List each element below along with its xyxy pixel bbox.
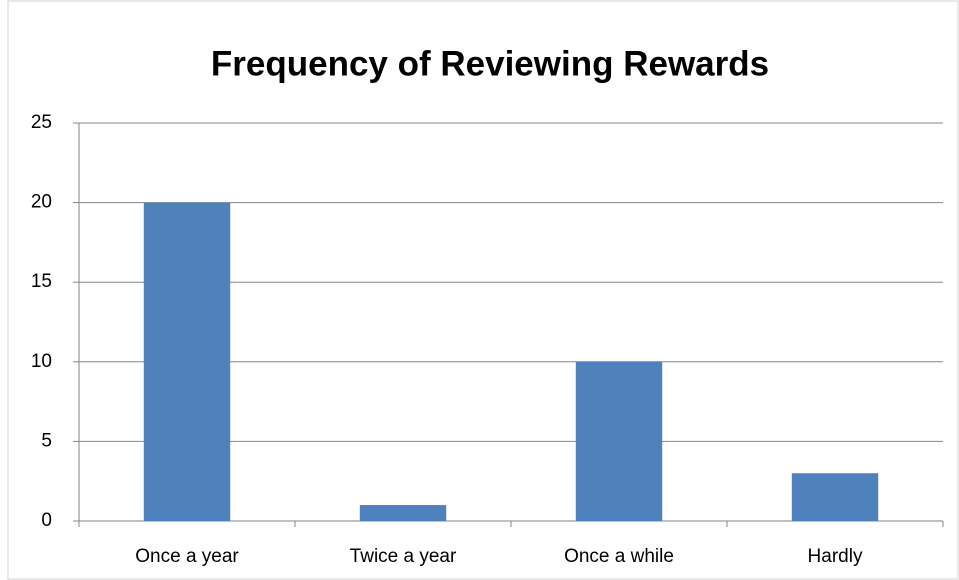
bar — [575, 361, 663, 521]
y-tick-label: 10 — [31, 351, 52, 372]
y-tick-label: 20 — [31, 192, 52, 213]
y-tick-label: 0 — [41, 510, 52, 531]
bar — [791, 473, 879, 521]
y-tick-label: 15 — [31, 271, 52, 292]
y-tick-label: 25 — [31, 112, 52, 133]
x-tick-label: Hardly — [808, 546, 863, 567]
y-tick-label: 5 — [41, 430, 52, 451]
x-tick-label: Once a year — [135, 546, 239, 567]
bar — [143, 202, 231, 521]
x-tick-label: Twice a year — [350, 546, 457, 567]
bar — [359, 505, 447, 521]
chart-title: Frequency of Reviewing Rewards — [211, 44, 769, 83]
x-tick-label: Once a while — [564, 546, 674, 567]
